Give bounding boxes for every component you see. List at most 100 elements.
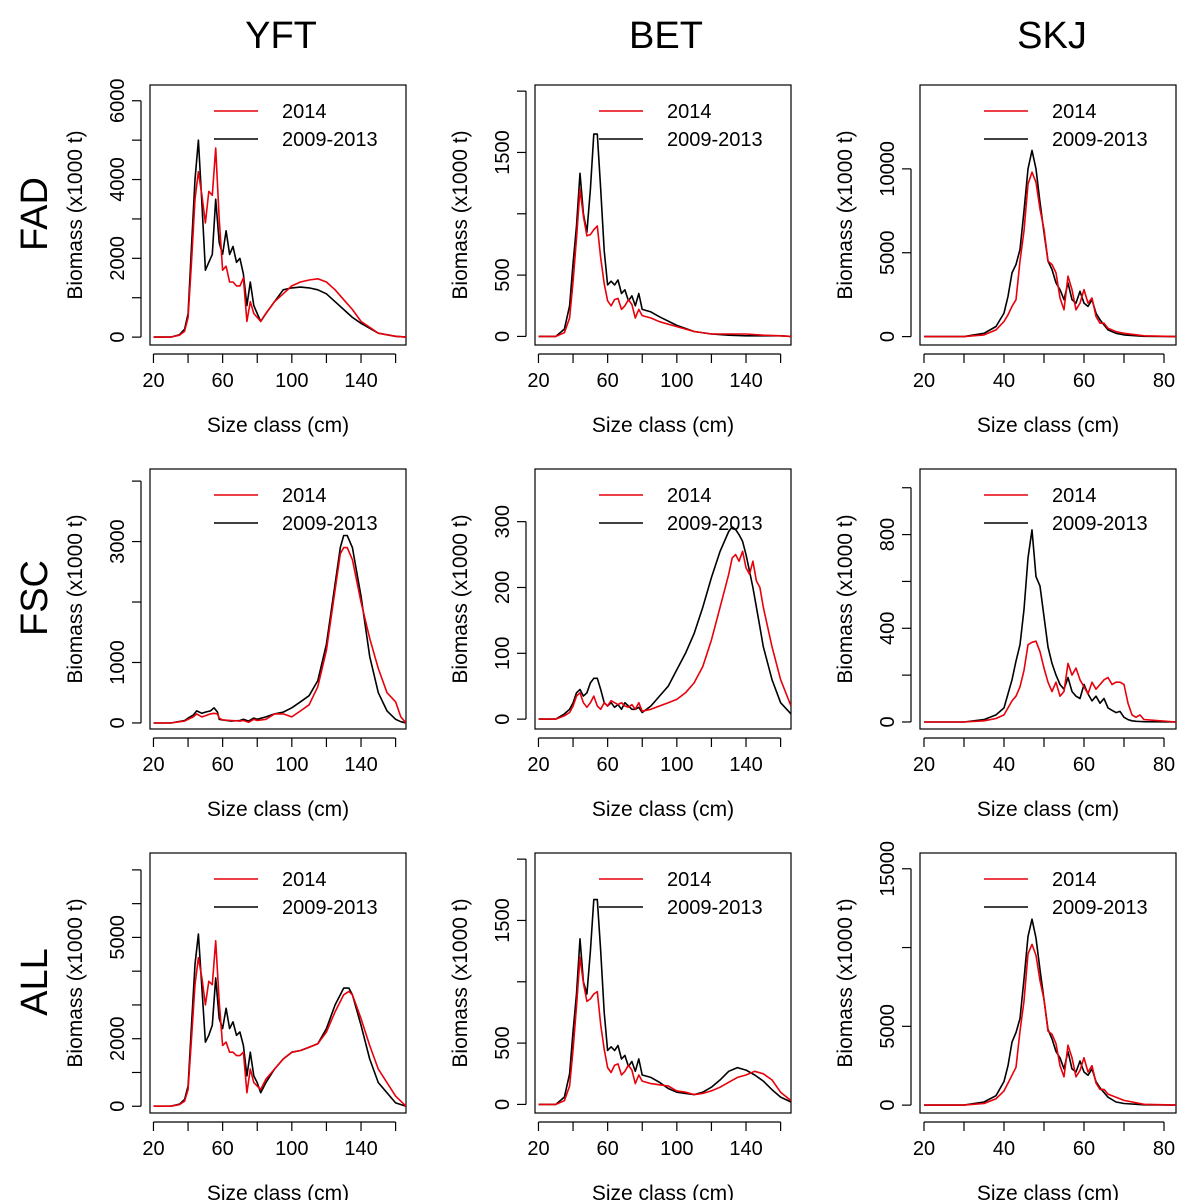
x-tick-label: 20: [142, 1138, 164, 1160]
x-tick-label: 60: [1073, 754, 1095, 776]
x-axis: 20 40 60 80 Size class (cm): [913, 353, 1175, 437]
legend-label-baseline: 2009-2013: [282, 897, 378, 919]
legend-label-baseline: 2009-2013: [667, 129, 763, 151]
x-axis-label: Size class (cm): [592, 798, 734, 821]
series-group: [538, 898, 791, 1106]
x-tick-label: 20: [142, 370, 164, 392]
legend-label-baseline: 2009-2013: [282, 129, 378, 151]
y-axis-label: Biomass (x1000 t): [64, 898, 87, 1067]
legend-label-baseline: 2009-2013: [1052, 129, 1148, 151]
x-tick-label: 20: [913, 370, 935, 392]
y-axis-label: Biomass (x1000 t): [64, 514, 87, 683]
y-tick-label: 100: [492, 637, 514, 670]
column-title-skj: SKJ: [1017, 15, 1087, 57]
y-axis-label: Biomass (x1000 t): [449, 130, 472, 299]
legend-label-current: 2014: [282, 869, 327, 891]
y-axis: 0 100 200 300 Biomass (x1000 t): [449, 505, 527, 725]
legend: 2014 2009-2013: [214, 485, 378, 535]
plot-frame: [149, 852, 407, 1114]
series-line-baseline: [924, 149, 1176, 338]
x-tick-label: 40: [993, 1138, 1015, 1160]
y-axis-label: Biomass (x1000 t): [834, 130, 857, 299]
x-tick-label: 60: [212, 754, 234, 776]
x-tick-label: 140: [729, 1138, 762, 1160]
series-group: [153, 933, 406, 1107]
y-tick-label: 500: [492, 1026, 514, 1059]
x-tick-label: 20: [527, 754, 549, 776]
series-line-current: [924, 943, 1176, 1106]
legend: 2014 2009-2013: [599, 101, 763, 151]
series-line-current: [538, 956, 791, 1106]
row-title-fsc: FSC: [14, 560, 56, 636]
legend-label-current: 2014: [1052, 869, 1097, 891]
plot-frame: [534, 84, 792, 346]
y-tick-label: 0: [877, 716, 899, 727]
x-axis: 20 60 100 140 Size class (cm): [142, 353, 397, 437]
x-axis-label: Size class (cm): [207, 414, 349, 437]
y-tick-label: 0: [107, 332, 129, 343]
y-tick-label: 0: [877, 1100, 899, 1111]
x-tick-label: 60: [1073, 1138, 1095, 1160]
plot-frame: [919, 852, 1177, 1114]
y-tick-label: 15000: [877, 841, 899, 897]
y-tick-label: 3000: [107, 519, 129, 564]
panel-fsc-yft: 20 60 100 140 Size class (cm) 0 1000 3000 Biomas…: [64, 468, 407, 821]
series-line-baseline: [153, 933, 406, 1107]
x-tick-label: 60: [212, 370, 234, 392]
y-tick-label: 400: [877, 612, 899, 645]
y-axis-label: Biomass (x1000 t): [449, 898, 472, 1067]
series-group: [153, 534, 406, 724]
panel-fad-skj: 20 40 60 80 Size class (cm) 0 5000 10000 Biomass…: [834, 84, 1177, 437]
legend: 2014 2009-2013: [984, 869, 1148, 919]
legend: 2014 2009-2013: [599, 485, 763, 535]
legend-label-baseline: 2009-2013: [667, 897, 763, 919]
x-tick-label: 80: [1153, 754, 1175, 776]
series-line-baseline: [538, 526, 791, 720]
x-axis-label: Size class (cm): [977, 798, 1119, 821]
x-tick-label: 100: [275, 370, 308, 392]
x-tick-label: 20: [913, 754, 935, 776]
legend-label-current: 2014: [282, 101, 327, 123]
x-axis-label: Size class (cm): [977, 1182, 1119, 1200]
x-tick-label: 100: [660, 754, 693, 776]
x-tick-label: 60: [597, 370, 619, 392]
series-group: [924, 529, 1176, 723]
x-axis-label: Size class (cm): [592, 414, 734, 437]
x-axis: 20 40 60 80 Size class (cm): [913, 1121, 1175, 1200]
legend: 2014 2009-2013: [984, 101, 1148, 151]
x-tick-label: 40: [993, 370, 1015, 392]
column-title-yft: YFT: [245, 15, 317, 57]
y-tick-label: 0: [492, 331, 514, 342]
row-titles: FAD FSC ALL: [14, 177, 56, 1016]
plot-frame: [149, 468, 407, 730]
series-line-current: [153, 939, 406, 1107]
legend-label-current: 2014: [667, 101, 712, 123]
y-axis: 0 500 1500 Biomass (x1000 t): [449, 90, 527, 342]
y-axis-label: Biomass (x1000 t): [834, 514, 857, 683]
series-group: [538, 526, 791, 720]
y-axis-label: Biomass (x1000 t): [64, 130, 87, 299]
x-axis: 20 60 100 140 Size class (cm): [527, 353, 782, 437]
legend-label-current: 2014: [1052, 485, 1097, 507]
y-tick-label: 2000: [107, 1016, 129, 1061]
y-axis-label: Biomass (x1000 t): [449, 514, 472, 683]
x-tick-label: 60: [597, 1138, 619, 1160]
x-tick-label: 20: [142, 754, 164, 776]
y-tick-label: 0: [107, 717, 129, 728]
x-tick-label: 40: [993, 754, 1015, 776]
y-tick-label: 5000: [877, 230, 899, 275]
x-tick-label: 60: [597, 754, 619, 776]
x-tick-label: 20: [527, 1138, 549, 1160]
y-axis-label: Biomass (x1000 t): [834, 898, 857, 1067]
panel-fsc-bet: 20 60 100 140 Size class (cm) 0 100 200 300 Bioma…: [449, 468, 792, 821]
plot-frame: [919, 84, 1177, 346]
legend-label-current: 2014: [1052, 101, 1097, 123]
y-axis: 0 5000 10000 Biomass (x1000 t): [834, 130, 912, 342]
x-tick-label: 100: [660, 370, 693, 392]
plot-frame: [534, 852, 792, 1114]
legend-label-current: 2014: [667, 869, 712, 891]
x-axis: 20 60 100 140 Size class (cm): [527, 737, 782, 821]
x-axis: 20 60 100 140 Size class (cm): [527, 1121, 782, 1200]
